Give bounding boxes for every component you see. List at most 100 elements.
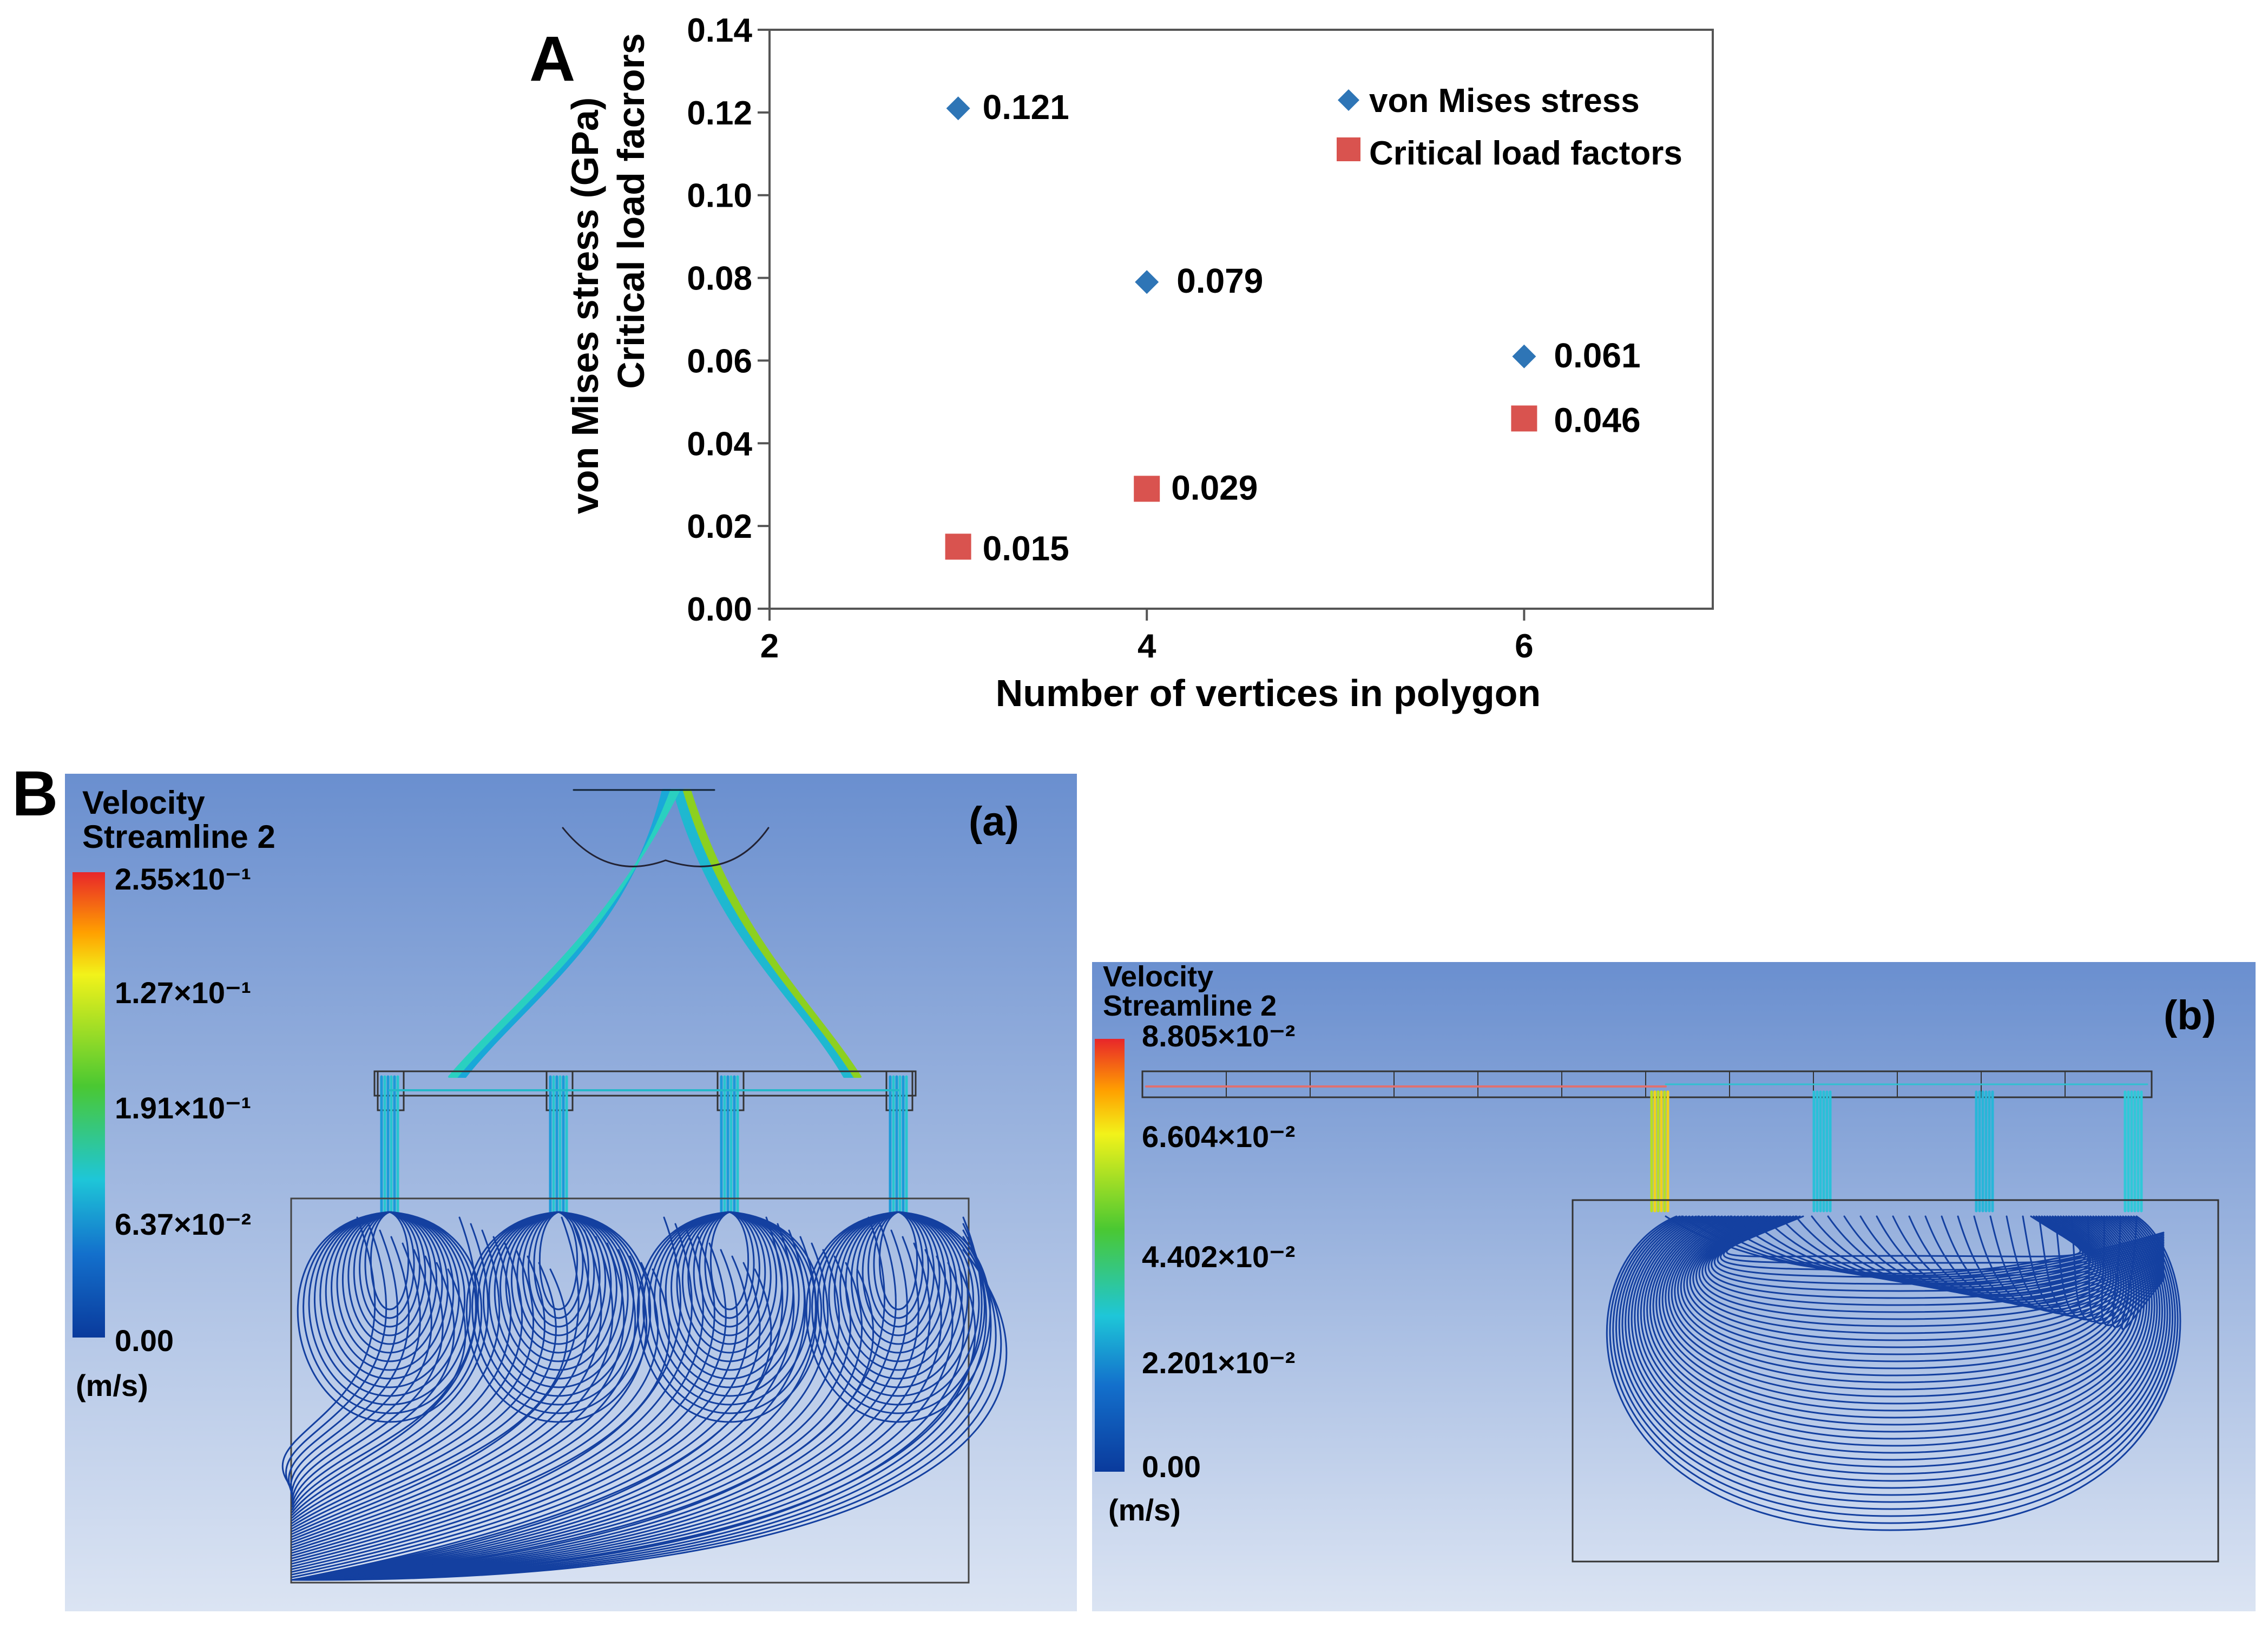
inlet-outline (562, 827, 770, 867)
streamline (516, 1211, 601, 1345)
chamber-frame (290, 1197, 970, 1584)
panel-a-letter: A (529, 23, 576, 95)
streamline (291, 1262, 863, 1581)
x-tick-label: 2 (760, 628, 779, 665)
streamline (291, 1229, 704, 1567)
colorbar-b-tick-2: 4.402×10⁻² (1142, 1240, 1296, 1274)
streamline (709, 1211, 750, 1310)
data-label: 0.046 (1554, 400, 1640, 439)
streamline (839, 1211, 957, 1371)
streamline (291, 1249, 738, 1576)
y-axis-label-line2: Critical load facrors (610, 33, 652, 388)
streamline (2112, 1215, 2165, 1328)
streamline (291, 1216, 784, 1581)
streamline (670, 1211, 788, 1371)
streamline (291, 1262, 557, 1532)
streamline (308, 1211, 471, 1406)
streamline (291, 1262, 455, 1508)
streamline (2070, 1215, 2165, 1322)
colorbar-b-tick-0: 8.805×10⁻² (1142, 1019, 1296, 1053)
colorbar-a-tick-3: 6.37×10⁻² (115, 1207, 252, 1241)
streamline (1618, 1215, 2171, 1503)
streamline (290, 1236, 410, 1497)
diamond-point (1512, 344, 1536, 368)
x-axis-label: Number of vertices in polygon (996, 672, 1541, 714)
streamline (805, 1211, 991, 1423)
streamline (281, 1216, 376, 1489)
streamline (1627, 1215, 2163, 1482)
legend-entry: von Mises stress (1369, 82, 1640, 120)
streamline (1609, 1215, 2179, 1524)
y-tick-label: 0.00 (687, 591, 752, 628)
legend-title-a: Velocity Streamline 2 (82, 786, 275, 854)
streamline (291, 1236, 818, 1581)
streamline (291, 1249, 1008, 1581)
streamline (291, 1268, 772, 1581)
streamline (291, 1236, 997, 1581)
streamlines-b (1141, 1070, 2219, 1563)
legend-title-b: Velocity Streamline 2 (1103, 962, 1277, 1020)
streamline (867, 1211, 929, 1328)
colorbar-b-tick-4: 0.00 (1142, 1450, 1201, 1484)
streamline (1649, 1215, 2145, 1433)
streamline (291, 1262, 659, 1557)
simulation-b: Velocity Streamline 2 8.805×10⁻² 6.604×1… (1092, 962, 2256, 1611)
streamline (1606, 1215, 2181, 1531)
streamline (291, 1223, 897, 1581)
streamline (314, 1211, 465, 1397)
legend-title-a-line2: Streamline 2 (82, 819, 275, 855)
streamline (659, 1211, 800, 1388)
diamond-point (1135, 270, 1159, 294)
streamline (331, 1211, 449, 1371)
streamline (319, 1211, 460, 1388)
simulation-a: Velocity Streamline 2 2.55×10⁻¹ 1.27×10⁻… (65, 774, 1077, 1611)
square-point (1134, 476, 1160, 502)
colorbar-b-tick-1: 6.604×10⁻² (1142, 1119, 1296, 1154)
streamline (471, 1211, 646, 1414)
plot-frame (768, 29, 1714, 610)
streamline (291, 1223, 591, 1540)
streamline (704, 1211, 755, 1319)
streamline (291, 1223, 987, 1581)
streamline (291, 1223, 693, 1565)
streamline (291, 1255, 648, 1554)
streamline (1625, 1215, 2166, 1489)
streamline (2006, 1215, 2165, 1315)
streamline (538, 1211, 578, 1310)
colorbar-b-unit: (m/s) (1108, 1493, 1181, 1527)
colorbar-a (73, 872, 105, 1338)
streamline (291, 1249, 840, 1581)
streamline (845, 1211, 952, 1362)
streamline (291, 1229, 602, 1543)
streamline (291, 1242, 931, 1581)
streamline (291, 1242, 421, 1500)
streamline (850, 1211, 946, 1354)
streamline (1908, 1215, 2165, 1303)
streamline (325, 1211, 455, 1380)
streamline (291, 1268, 466, 1511)
streamline (2101, 1215, 2165, 1326)
streamline (291, 1242, 625, 1549)
simulation-background (65, 774, 1077, 1611)
streamline (654, 1211, 805, 1397)
y-tick-label: 0.10 (687, 177, 752, 215)
streamline (693, 1211, 766, 1336)
chamber-frame (1572, 1199, 2219, 1563)
streamline (336, 1211, 443, 1362)
colorbar-a-tick-0: 2.55×10⁻¹ (115, 862, 252, 896)
colorbar-a-unit: (m/s) (76, 1368, 148, 1402)
streamline (1876, 1215, 2165, 1300)
streamline (699, 1211, 760, 1328)
streamline (1711, 1215, 2094, 1292)
streamline (285, 1223, 387, 1492)
streamline (689, 789, 862, 1078)
manifold-channel (373, 1070, 917, 1097)
streamline (856, 1211, 941, 1345)
data-label: 0.015 (983, 529, 1069, 568)
x-tick-label: 4 (1138, 628, 1156, 665)
streamline (291, 1242, 523, 1524)
streamline (291, 1249, 535, 1527)
streamline (1612, 1215, 2176, 1517)
streamline (291, 1236, 512, 1521)
streamline (347, 1211, 432, 1345)
